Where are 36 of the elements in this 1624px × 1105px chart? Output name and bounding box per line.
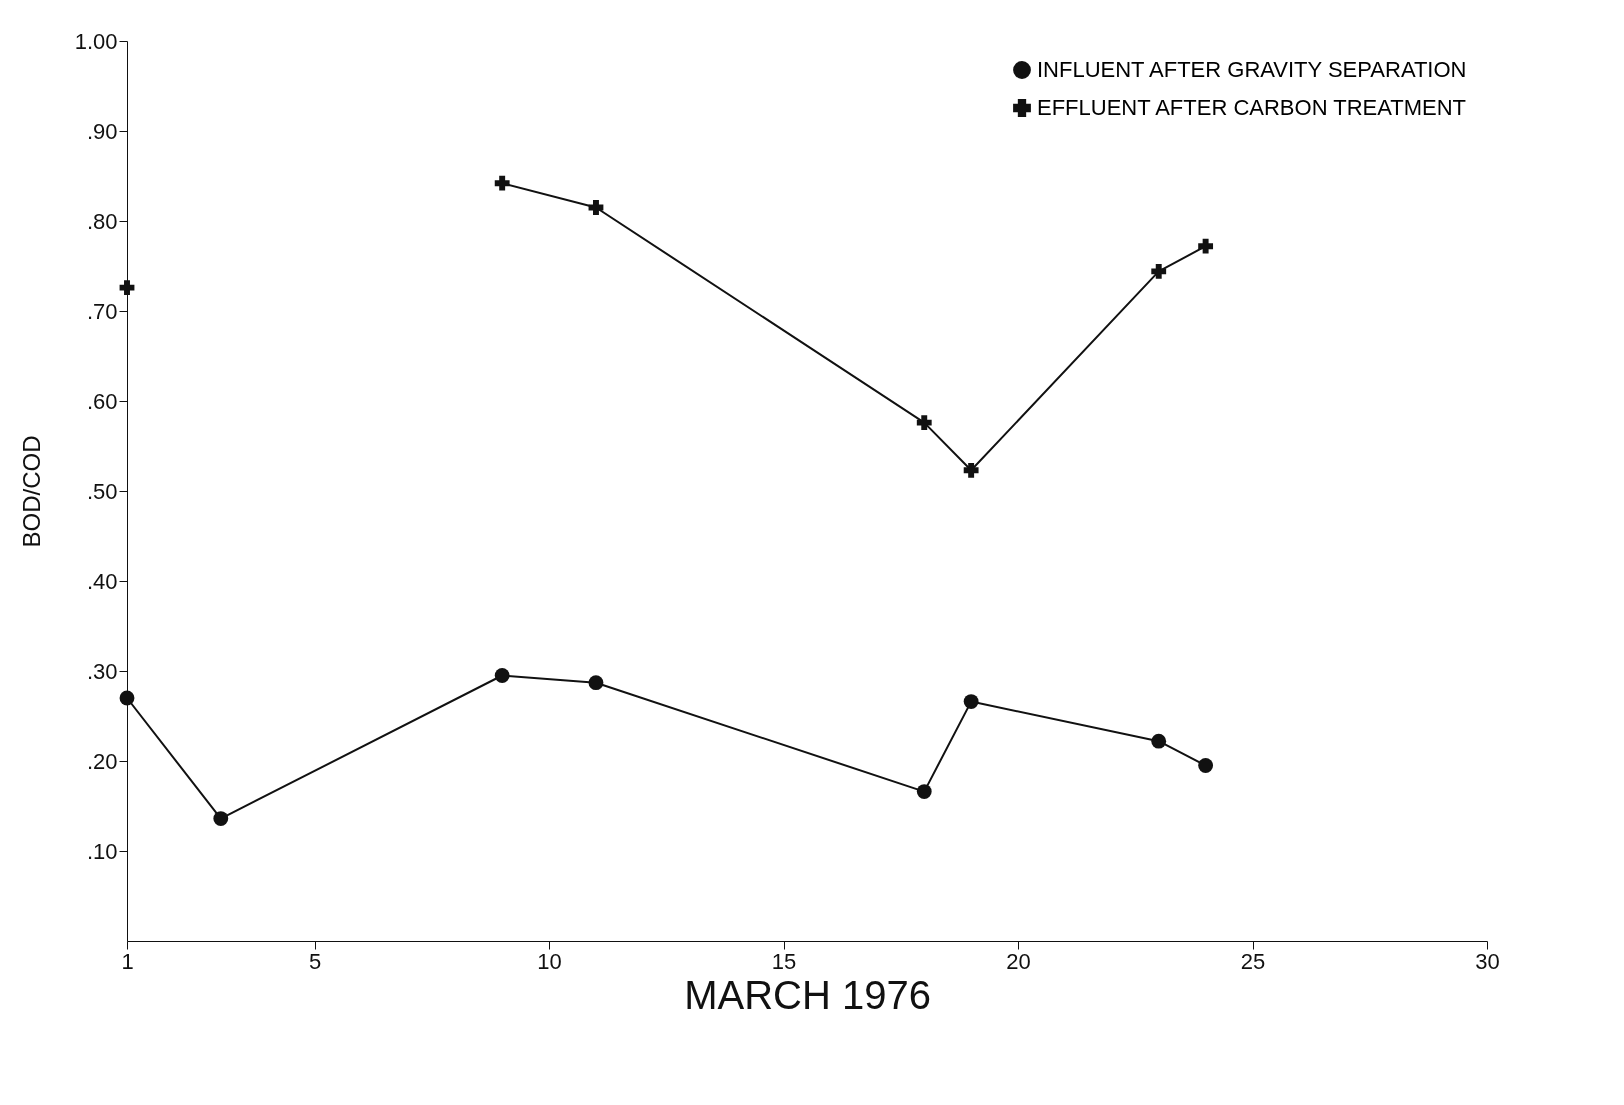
y-tick-label: .80	[86, 208, 118, 234]
y-tick-label: .50	[86, 478, 118, 504]
y-axis-title: BOD/COD	[17, 435, 45, 548]
y-tick-label: .70	[86, 298, 118, 324]
y-tick-label: 1.00	[74, 28, 118, 54]
x-tick-label: 1	[121, 948, 134, 974]
point	[588, 200, 604, 215]
legend-label: INFLUENT AFTER GRAVITY SEPARATION	[1037, 57, 1467, 82]
point	[916, 784, 932, 799]
x-tick-label: 30	[1475, 948, 1500, 974]
y-tick-label: .30	[86, 658, 118, 684]
x-tick-label: 10	[537, 948, 562, 974]
y-tick-label: .40	[86, 568, 118, 594]
point	[494, 668, 510, 683]
point	[1151, 263, 1167, 279]
y-tick-label: .60	[86, 388, 118, 414]
x-axis-title: MARCH 1976	[684, 972, 931, 1017]
point	[963, 694, 979, 709]
x-tick-label: 25	[1240, 948, 1266, 974]
y-tick-label: .10	[86, 838, 118, 864]
point	[1151, 733, 1167, 749]
point	[213, 811, 229, 826]
legend-label: EFFLUENT AFTER CARBON TREATMENT	[1037, 95, 1467, 120]
y-tick-label: .20	[86, 748, 118, 774]
point	[963, 462, 979, 478]
point	[119, 690, 135, 706]
point	[119, 280, 135, 296]
x-tick-label: 20	[1006, 948, 1031, 974]
y-tick-label: .90	[86, 118, 118, 144]
point	[588, 675, 604, 691]
x-tick-label: 5	[308, 948, 322, 974]
point	[1198, 758, 1214, 773]
point	[1198, 238, 1214, 254]
point	[494, 175, 510, 191]
point	[916, 415, 932, 431]
x-tick-label: 15	[771, 948, 797, 974]
